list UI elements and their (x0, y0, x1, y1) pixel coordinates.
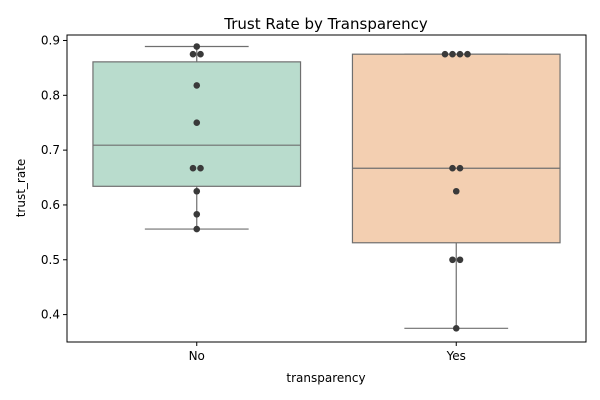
data-point (189, 50, 197, 58)
plot-frame (66, 34, 587, 343)
data-point (456, 256, 464, 264)
y-tick-label: 0.4 (41, 308, 60, 322)
data-point (197, 164, 204, 172)
data-point (193, 225, 201, 233)
y-tick-label: 0.6 (41, 198, 60, 212)
y-tick-label: 0.5 (41, 253, 60, 267)
y-axis: 0.4 0.5 0.6 0.7 0.8 0.9 (41, 33, 67, 322)
data-point (456, 164, 464, 172)
data-point (452, 187, 460, 195)
swarm-points (189, 43, 471, 332)
y-tick-label: 0.9 (41, 33, 60, 47)
data-point (193, 187, 201, 195)
data-point (441, 50, 449, 58)
iqr-box (351, 53, 561, 244)
x-axis: No Yes (189, 342, 466, 363)
data-point (193, 119, 201, 127)
chart-title: Trust Rate by Transparency (223, 15, 428, 33)
data-point (193, 82, 201, 89)
data-point (197, 50, 204, 58)
y-tick-label: 0.8 (41, 88, 60, 102)
data-point (449, 50, 456, 58)
data-point (193, 43, 201, 50)
y-tick-label: 0.7 (41, 143, 60, 157)
y-axis-label: trust_rate (14, 159, 28, 218)
box-no (92, 45, 302, 230)
data-point (456, 50, 464, 58)
data-point (464, 50, 471, 58)
box-yes (351, 53, 561, 329)
data-point (189, 164, 197, 172)
x-axis-label: transparency (286, 371, 365, 385)
data-point (449, 164, 456, 172)
data-point (452, 324, 460, 332)
plot-area (92, 43, 561, 332)
x-tick-label: No (189, 349, 205, 363)
x-tick-label: Yes (446, 349, 466, 363)
data-point (193, 210, 201, 218)
data-point (449, 256, 456, 264)
